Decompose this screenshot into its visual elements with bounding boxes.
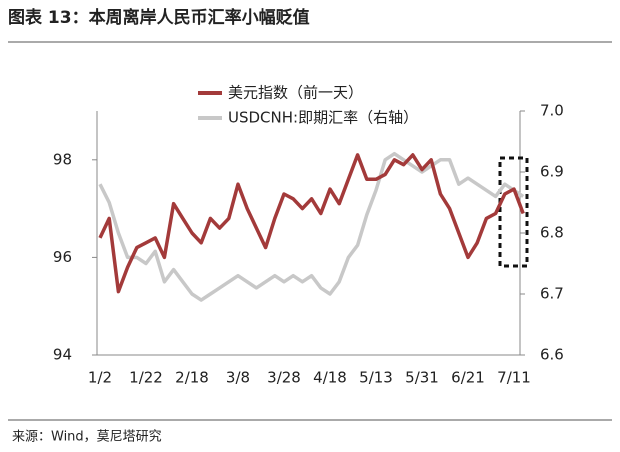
y-tick-label: 94 (53, 346, 72, 364)
y2-tick-label: 6.6 (540, 346, 564, 364)
y2-tick-label: 6.8 (540, 224, 564, 242)
x-tick-label: 5/13 (359, 369, 393, 387)
x-tick-label: 4/18 (313, 369, 347, 387)
legend-label: USDCNH:即期汇率（右轴） (228, 109, 418, 127)
x-tick-label: 7/11 (497, 369, 531, 387)
y-tick-label: 96 (53, 248, 72, 266)
x-tick-label: 1/2 (88, 369, 112, 387)
y2-tick-label: 6.7 (540, 285, 564, 303)
source: 来源：Wind，莫尼塔研究 (12, 430, 162, 445)
series-line (98, 153, 525, 294)
x-tick-label: 6/21 (451, 369, 485, 387)
legend-label: 美元指数（前一天） (228, 84, 363, 102)
x-tick-label: 3/28 (267, 369, 301, 387)
chart-title: 图表 13：本周离岸人民币汇率小幅贬值 (8, 7, 310, 28)
series-line (98, 151, 525, 302)
x-tick-label: 2/18 (175, 369, 209, 387)
y2-tick-label: 6.9 (540, 163, 564, 181)
y-tick-label: 98 (53, 150, 72, 168)
y2-tick-label: 7.0 (540, 102, 564, 120)
x-tick-label: 1/22 (129, 369, 163, 387)
highlight-box (498, 156, 529, 268)
x-tick-label: 3/8 (226, 369, 250, 387)
x-tick-label: 5/31 (405, 369, 439, 387)
